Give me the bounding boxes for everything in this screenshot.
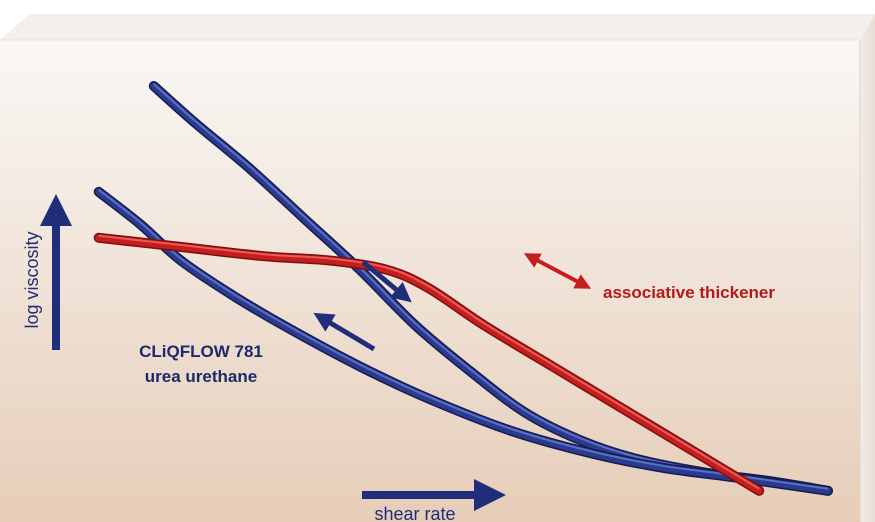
- curve-highlight: [98, 189, 829, 490]
- associative-thickener-curve: [93, 232, 765, 496]
- cliqflow-label: CLiQFLOW 781: [139, 342, 263, 361]
- panel-right-edge: [860, 14, 875, 522]
- curve-highlight: [98, 234, 760, 490]
- upper-branch-direction-arrow: [361, 260, 412, 303]
- lower-branch-curve: [93, 186, 833, 496]
- x-axis-label: shear rate: [374, 504, 455, 522]
- thickener-double-arrow: [523, 253, 592, 289]
- curve-body: [95, 234, 763, 495]
- urea-urethane-label: urea urethane: [145, 367, 257, 386]
- curve-body: [95, 188, 832, 495]
- panel-top-edge: [0, 14, 875, 40]
- panel-background: [0, 14, 875, 522]
- series-layer: [93, 81, 833, 496]
- y-axis-label: log viscosity: [22, 231, 42, 328]
- lower-branch-direction-arrow: [313, 312, 376, 352]
- associative-thickener-label: associative thickener: [603, 283, 775, 302]
